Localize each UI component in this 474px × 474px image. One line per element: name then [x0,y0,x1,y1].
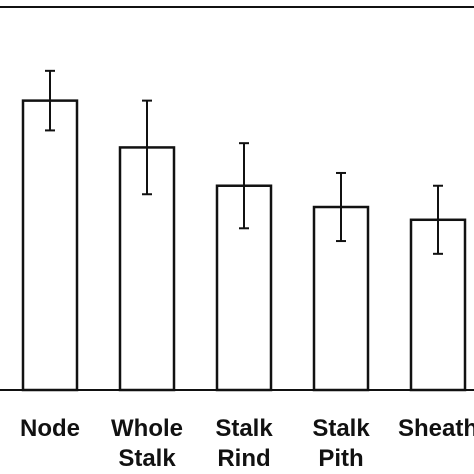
bars-group [21,99,467,392]
x-tick-label: Rind [217,445,270,472]
x-tick-label: Pith [318,445,363,472]
bar [21,99,79,392]
x-tick-label: Stalk [118,445,176,472]
error-bars-group [45,69,443,255]
x-tick-label: Sheath [398,415,474,442]
x-tick-label: Whole [111,415,183,442]
x-tick-label: Stalk [312,415,370,442]
x-tick-label: Node [20,415,80,442]
x-tick-label: Stalk [215,415,273,442]
category-labels-group: Node Whole Stalk Stalk Rind Stalk Pith Sheath [20,415,474,472]
